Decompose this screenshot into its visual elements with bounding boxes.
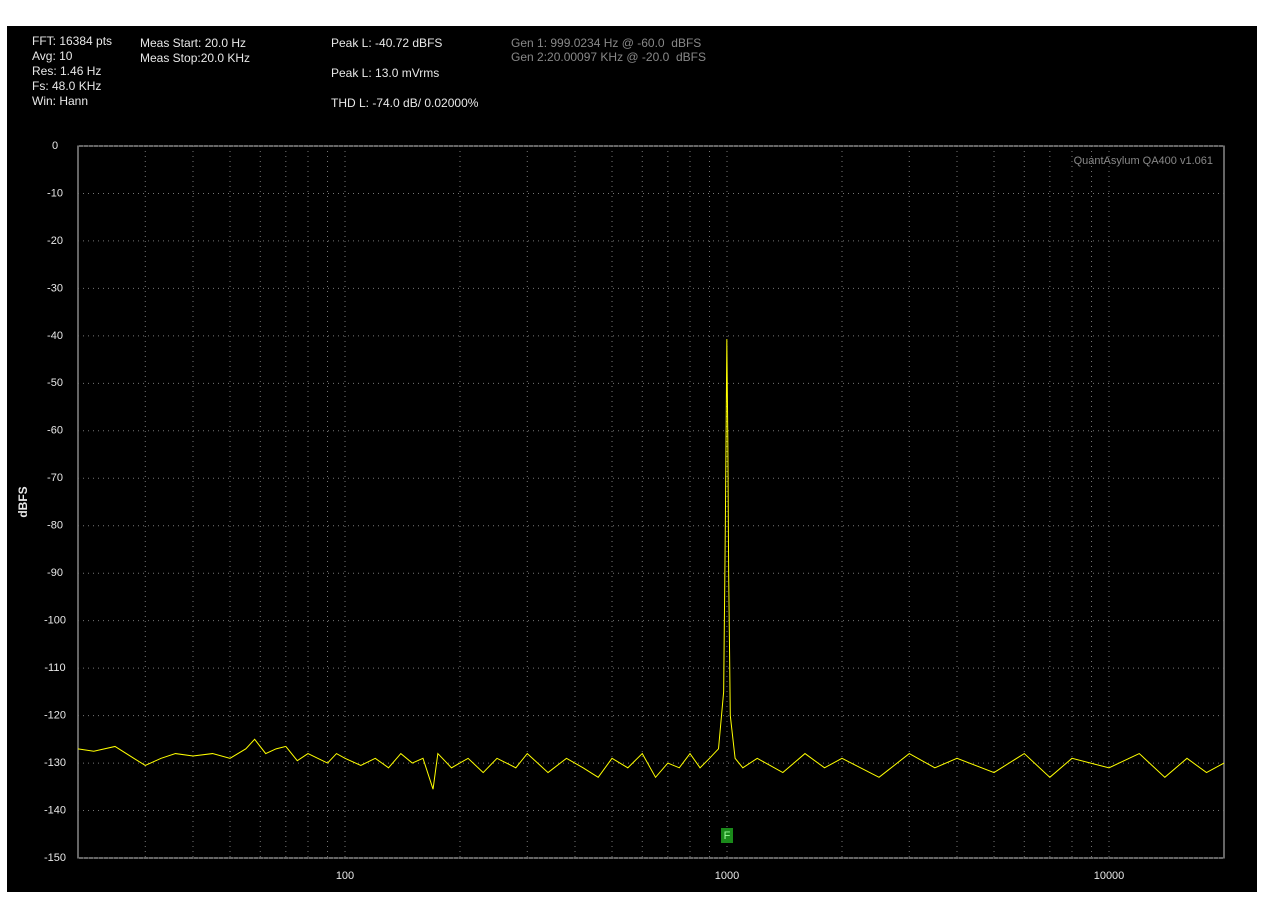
y-tick-label: -80: [47, 520, 63, 532]
fundamental-marker: [721, 828, 734, 843]
x-tick-label: 1000: [715, 870, 739, 882]
y-tick-label: -90: [47, 567, 63, 579]
y-axis-label: dBFS: [16, 486, 30, 517]
info-text: THD L: -74.0 dB/ 0.02000%: [331, 96, 479, 110]
info-text: Peak L: 13.0 mVrms: [331, 66, 439, 80]
info-text: FFT: 16384 pts: [32, 34, 112, 48]
y-tick-label: -40: [47, 330, 63, 342]
info-text: Gen 2:20.00097 KHz @ -20.0 dBFS: [511, 50, 706, 64]
info-text: Res: 1.46 Hz: [32, 64, 101, 78]
info-text: Win: Hann: [32, 94, 88, 108]
info-text: Fs: 48.0 KHz: [32, 79, 101, 93]
watermark: QuantAsylum QA400 v1.061: [1074, 155, 1213, 167]
y-tick-label: -70: [47, 472, 63, 484]
y-tick-label: 0: [52, 140, 58, 152]
marker-label: F: [724, 830, 731, 842]
y-tick-label: -110: [44, 662, 65, 674]
y-tick-label: -100: [44, 615, 66, 627]
spectrum-line: [77, 339, 1225, 790]
y-tick-label: -20: [47, 235, 63, 247]
info-text: Gen 1: 999.0234 Hz @ -60.0 dBFS: [511, 36, 701, 50]
plot-border: [77, 145, 1225, 859]
y-tick-label: -60: [47, 425, 63, 437]
info-text: Peak L: -40.72 dBFS: [331, 36, 442, 50]
background: [7, 26, 1257, 892]
y-tick-label: -30: [47, 282, 63, 294]
y-tick-label: -10: [47, 187, 63, 199]
info-text: Meas Stop:20.0 KHz: [140, 51, 250, 65]
info-text: Avg: 10: [32, 49, 73, 63]
y-tick-label: -130: [44, 757, 66, 769]
x-tick-label: 100: [336, 870, 354, 882]
y-tick-label: -140: [44, 804, 66, 816]
info-text: Meas Start: 20.0 Hz: [140, 36, 246, 50]
x-tick-label: 10000: [1094, 870, 1125, 882]
y-tick-label: -120: [44, 710, 66, 722]
y-tick-label: -150: [44, 852, 66, 864]
y-tick-label: -50: [47, 377, 63, 389]
